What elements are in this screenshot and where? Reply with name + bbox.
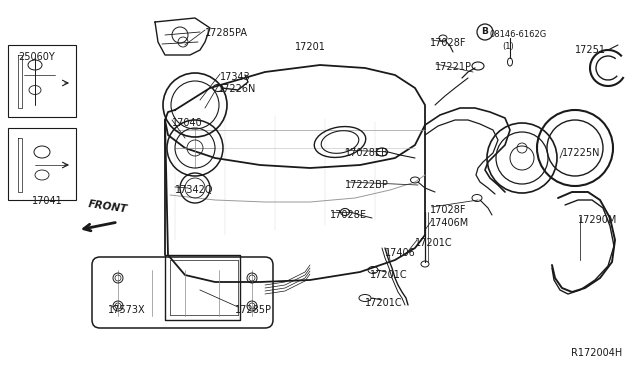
Text: 17406: 17406 [385, 248, 416, 258]
Text: 17285PA: 17285PA [205, 28, 248, 38]
Text: R172004H: R172004H [571, 348, 622, 358]
Text: 17406M: 17406M [430, 218, 469, 228]
Text: FRONT: FRONT [88, 199, 129, 215]
Text: 17290M: 17290M [578, 215, 618, 225]
Text: 25060Y: 25060Y [18, 52, 55, 62]
Text: 17041: 17041 [32, 196, 63, 206]
Bar [8, 45, 76, 117]
Text: 17028F: 17028F [430, 38, 467, 48]
Text: (1): (1) [502, 42, 514, 51]
Bar [8, 128, 76, 200]
Text: 17221P: 17221P [435, 62, 472, 72]
Text: 17573X: 17573X [108, 305, 146, 315]
Text: 17028E: 17028E [330, 210, 367, 220]
Text: 08146-6162G: 08146-6162G [490, 30, 547, 39]
Text: 17201C: 17201C [370, 270, 408, 280]
Text: 17343: 17343 [220, 72, 251, 82]
Text: 17222BP: 17222BP [345, 180, 389, 190]
Text: 17040: 17040 [172, 118, 203, 128]
Text: 17285P: 17285P [235, 305, 272, 315]
Text: 17226N: 17226N [218, 84, 257, 94]
Text: 17225N: 17225N [562, 148, 600, 158]
Text: 17201C: 17201C [415, 238, 452, 248]
Text: 17342Q: 17342Q [175, 185, 214, 195]
Text: 17028EB: 17028EB [345, 148, 388, 158]
Text: 17201: 17201 [295, 42, 326, 52]
Text: 17201C: 17201C [365, 298, 403, 308]
Text: B: B [481, 28, 488, 36]
Text: 17251: 17251 [575, 45, 606, 55]
Text: 17028F: 17028F [430, 205, 467, 215]
